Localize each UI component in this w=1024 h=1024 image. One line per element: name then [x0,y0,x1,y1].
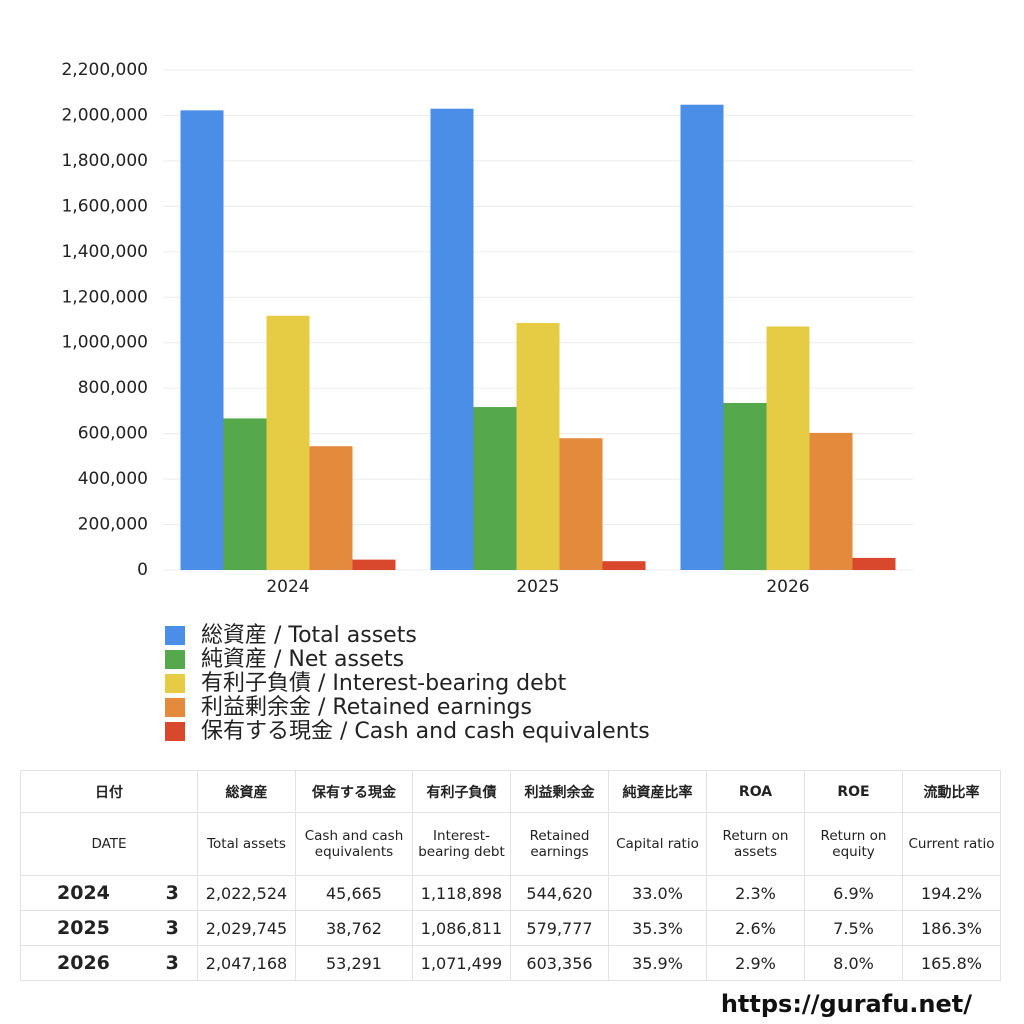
table-cell: 3 [147,945,198,981]
table-cell: 日付 [20,770,198,813]
bar [430,108,474,570]
table-cell: 1,071,499 [412,945,511,981]
table-cell: 6.9% [804,875,903,911]
table-cell: 544,620 [510,875,609,911]
legend-label: 総資産 / Total assets [201,623,417,648]
y-tick-label: 400,000 [78,469,148,489]
legend-swatch [165,674,185,693]
table-cell: 165.8% [902,945,1001,981]
table-cell: Interest-bearing debt [412,812,511,876]
bar [473,407,517,570]
bar [680,104,724,570]
table-cell: 3 [147,910,198,946]
legend-swatch [165,650,185,669]
table-cell: Total assets [197,812,296,876]
bar [852,557,896,570]
table-cell: 1,086,811 [412,910,511,946]
legend-label: 有利子負債 / Interest-bearing debt [201,671,567,696]
y-tick-label: 1,600,000 [61,196,148,216]
table-row: 日付 総資産 保有する現金 有利子負債 利益剰余金 純資産比率 ROA ROE 流動比率 [20,770,1001,813]
table-row: 2025 3 2,029,745 38,762 1,086,811 579,777 35.3… [20,910,1001,946]
table-cell: 総資産 [197,770,296,813]
y-tick-label: 0 [137,560,148,580]
table-cell: 603,356 [510,945,609,981]
y-tick-label: 1,400,000 [61,242,148,262]
y-tick-label: 2,200,000 [61,60,148,80]
table-cell: 579,777 [510,910,609,946]
legend-swatch [165,722,185,741]
table-cell: 194.2% [902,875,1001,911]
table-cell: 利益剰余金 [510,770,609,813]
legend-swatch [165,698,185,717]
table-cell: 2.3% [706,875,805,911]
table-cell: 有利子負債 [412,770,511,813]
table-cell: 7.5% [804,910,903,946]
y-tick-label: 1,000,000 [61,333,148,353]
table-cell: DATE [20,812,198,876]
bar [223,418,267,570]
bar [602,561,646,570]
y-tick-label: 1,200,000 [61,287,148,307]
bar [723,402,767,570]
footer-url: https://gurafu.net/ [720,990,972,1018]
x-tick-label: 2026 [766,577,809,597]
table-cell: 2,029,745 [197,910,296,946]
legend-label: 利益剰余金 / Retained earnings [201,695,532,720]
table-cell: Current ratio [902,812,1001,876]
bar [180,110,224,571]
data-table: 日付 総資産 保有する現金 有利子負債 利益剰余金 純資産比率 ROA ROE 流動比率 DATE… [20,770,1001,981]
table-cell: 2.6% [706,910,805,946]
table-cell: 1,118,898 [412,875,511,911]
chart: 0 200,000 400,000 600,000 800,000 1,000,000 1,… [61,60,913,744]
x-tick-label: 2024 [266,577,309,597]
bar [766,326,810,570]
table-cell: 8.0% [804,945,903,981]
legend-label: 純資産 / Net assets [201,647,404,672]
table-cell: Return on equity [804,812,903,876]
y-tick-label: 1,800,000 [61,151,148,171]
table-cell: 33.0% [608,875,707,911]
table-cell: 3 [147,875,198,911]
table-cell: 53,291 [295,945,413,981]
bar [809,432,853,570]
table-cell: Cash and cash equivalents [295,812,413,876]
bar [559,438,603,570]
bar [266,315,310,570]
table-cell: 2026 [20,945,148,981]
y-tick-label: 600,000 [78,424,148,444]
table-cell: 純資産比率 [608,770,707,813]
table-cell: 2,022,524 [197,875,296,911]
table-cell: 2025 [20,910,148,946]
table-cell: Return on assets [706,812,805,876]
y-tick-label: 800,000 [78,378,148,398]
table-cell: ROE [804,770,903,813]
table-row: 2026 3 2,047,168 53,291 1,071,499 603,356 35.9… [20,945,1001,981]
bar [516,322,560,570]
table-row: DATE Total assets Cash and cash equivalent… [20,812,1001,876]
table-cell: 流動比率 [902,770,1001,813]
x-tick-label: 2025 [516,577,559,597]
legend-swatch [165,626,185,645]
legend-label: 保有する現金 / Cash and cash equivalents [201,719,650,744]
table-cell: Capital ratio [608,812,707,876]
table-cell: 35.9% [608,945,707,981]
table-cell: 38,762 [295,910,413,946]
y-tick-label: 2,000,000 [61,105,148,125]
table-cell: 2,047,168 [197,945,296,981]
table-cell: 2024 [20,875,148,911]
table-cell: ROA [706,770,805,813]
bar [352,559,396,570]
table-cell: 186.3% [902,910,1001,946]
table-row: 2024 3 2,022,524 45,665 1,118,898 544,620 33.0… [20,875,1001,911]
y-tick-label: 200,000 [78,515,148,535]
table-cell: 35.3% [608,910,707,946]
bar [309,446,353,570]
table-cell: 45,665 [295,875,413,911]
table-cell: Retained earnings [510,812,609,876]
table-cell: 2.9% [706,945,805,981]
table-cell: 保有する現金 [295,770,413,813]
